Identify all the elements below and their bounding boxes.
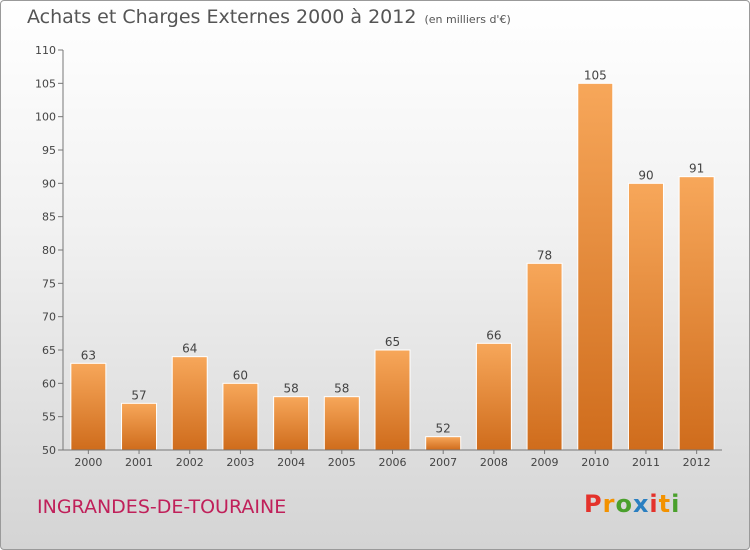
bar-2003 xyxy=(222,382,259,451)
y-tick-label: 75 xyxy=(42,277,56,290)
chart-title: Achats et Charges Externes 2000 à 2012 (e… xyxy=(27,6,511,28)
y-tick-label: 110 xyxy=(35,44,56,57)
y-tick-label: 80 xyxy=(42,244,56,257)
data-label-2001: 57 xyxy=(131,388,146,402)
x-tick-label-2010: 2010 xyxy=(581,456,609,469)
x-tick-label-2000: 2000 xyxy=(74,456,102,469)
logo-letter: i xyxy=(649,490,659,518)
logo-letter: P xyxy=(584,490,603,518)
y-tick-label: 100 xyxy=(35,111,56,124)
logo-letter: i xyxy=(671,490,681,518)
bar-2008 xyxy=(475,342,512,451)
y-tick-label: 60 xyxy=(42,377,56,390)
bar-2001 xyxy=(121,402,158,451)
bar-2007 xyxy=(425,436,462,451)
x-tick-label-2007: 2007 xyxy=(429,456,457,469)
bar-2010 xyxy=(577,82,614,451)
data-label-2002: 64 xyxy=(182,342,197,356)
y-tick-label: 85 xyxy=(42,211,56,224)
bars: 63 57 64 60 58 58 65 52 66 78 105 90 91 xyxy=(70,68,715,451)
data-label-2004: 58 xyxy=(283,382,298,396)
title-text: Achats et Charges Externes 2000 à 2012 xyxy=(27,6,417,28)
data-label-2008: 66 xyxy=(486,328,501,342)
x-tick-label-2003: 2003 xyxy=(226,456,254,469)
data-label-2011: 90 xyxy=(638,168,653,182)
data-label-2000: 63 xyxy=(81,348,96,362)
data-label-2005: 58 xyxy=(334,382,349,396)
logo-letter: r xyxy=(602,490,616,518)
y-tick-label: 95 xyxy=(42,144,56,157)
town-name: INGRANDES-DE-TOURAINE xyxy=(37,496,287,518)
x-tick-label-2001: 2001 xyxy=(125,456,153,469)
bar-2009 xyxy=(526,262,563,451)
x-tick-label-2004: 2004 xyxy=(277,456,305,469)
x-tick-label-2005: 2005 xyxy=(328,456,356,469)
x-tick-label-2009: 2009 xyxy=(531,456,559,469)
y-tick-label: 90 xyxy=(42,177,56,190)
bar-2006 xyxy=(374,349,411,451)
y-tick-label: 50 xyxy=(42,444,56,457)
y-tick-label: 70 xyxy=(42,311,56,324)
bar-2000 xyxy=(70,362,107,451)
x-tick-label-2012: 2012 xyxy=(683,456,711,469)
x-tick-label-2011: 2011 xyxy=(632,456,660,469)
x-tick-label-2006: 2006 xyxy=(379,456,407,469)
bar-2012 xyxy=(678,176,715,451)
unit-label: (en milliers d'€) xyxy=(424,13,511,26)
proxiti-logo[interactable]: Proxiti xyxy=(584,490,680,518)
bar-2005 xyxy=(323,396,360,451)
data-label-2003: 60 xyxy=(233,368,248,382)
data-label-2012: 91 xyxy=(689,162,704,176)
logo-letter: t xyxy=(658,490,672,518)
data-label-2006: 65 xyxy=(385,335,400,349)
y-tick-label: 105 xyxy=(35,77,56,90)
bar-2004 xyxy=(273,396,310,451)
y-tick-label: 55 xyxy=(42,411,56,424)
y-axis: 50 55 60 65 70 75 80 85 90 95 100 105 110 xyxy=(35,44,64,457)
data-label-2007: 52 xyxy=(436,422,451,436)
y-tick-label: 65 xyxy=(42,344,56,357)
x-axis: 2000 2001 2002 2003 2004 2005 2006 2007 2008 2009… xyxy=(63,449,722,469)
logo-letter: o xyxy=(615,490,633,518)
x-tick-label-2008: 2008 xyxy=(480,456,508,469)
bar-2011 xyxy=(627,182,664,451)
data-label-2010: 105 xyxy=(584,68,607,82)
data-label-2009: 78 xyxy=(537,248,552,262)
bar-2002 xyxy=(171,356,208,451)
x-tick-label-2002: 2002 xyxy=(176,456,204,469)
logo-letter: x xyxy=(632,490,650,518)
